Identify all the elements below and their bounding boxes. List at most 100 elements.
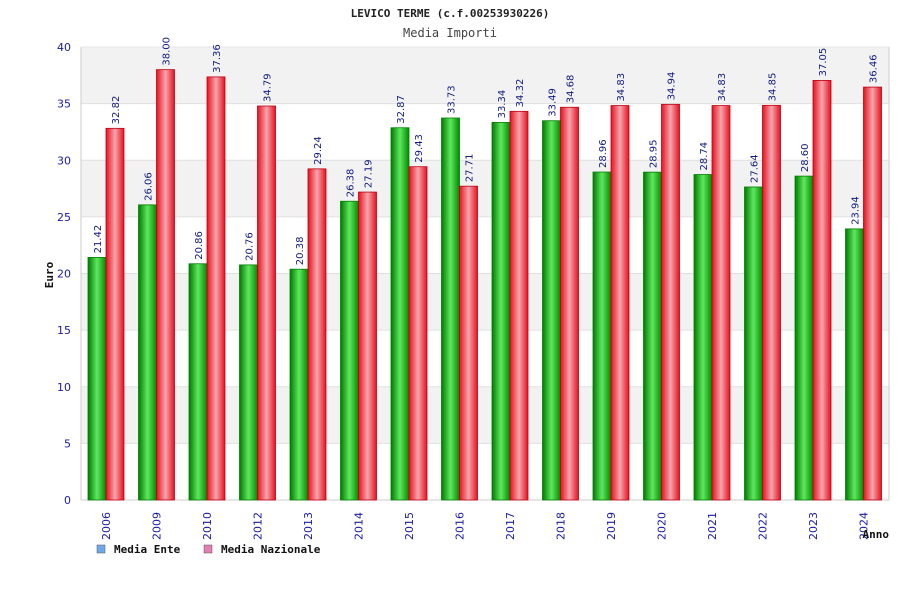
data-label-media-nazionale-2013: 29.24 [313, 136, 324, 165]
bar-media-nazionale-2018 [560, 106, 579, 501]
bar-media-ente-2014 [340, 200, 359, 501]
data-label-media-nazionale-2012: 34.79 [263, 73, 274, 102]
legend-label-media-nazionale: Media Nazionale [221, 543, 321, 556]
data-label-media-nazionale-2023: 37.05 [818, 48, 829, 77]
legend-label-media-ente: Media Ente [114, 543, 181, 556]
x-tick-label-2014: 2014 [353, 512, 366, 540]
x-tick-label-2024: 2024 [858, 512, 871, 540]
x-tick-label-2021: 2021 [706, 512, 719, 540]
y-tick-label: 40 [57, 41, 71, 54]
bar-media-ente-2019 [592, 171, 612, 501]
data-label-media-ente-2023: 28.60 [800, 143, 811, 172]
x-tick-label-2012: 2012 [252, 512, 265, 540]
data-label-media-ente-2020: 28.95 [649, 140, 660, 169]
bar-media-ente-2016 [441, 117, 460, 501]
bar-media-nazionale-2014 [358, 191, 377, 501]
data-label-media-nazionale-2019: 34.83 [616, 73, 627, 102]
data-label-media-ente-2012: 20.76 [245, 232, 256, 261]
bar-media-ente-2009 [138, 204, 157, 501]
data-label-media-nazionale-2014: 27.19 [364, 159, 375, 188]
y-tick-label: 35 [57, 98, 71, 111]
y-tick-label: 15 [57, 324, 71, 337]
bar-media-nazionale-2012 [257, 105, 276, 501]
bar-media-nazionale-2013 [307, 168, 327, 501]
data-label-media-ente-2014: 26.38 [346, 169, 357, 198]
chart-subtitle: Media Importi [403, 26, 497, 40]
data-label-media-ente-2018: 33.49 [548, 88, 559, 117]
x-axis-label: Anno [863, 528, 890, 541]
bar-media-nazionale-2023 [812, 80, 832, 501]
y-tick-label: 30 [57, 154, 71, 167]
y-tick-labels: 0 5 10 15 20 25 30 35 40 [57, 41, 71, 507]
x-tick-label-2022: 2022 [757, 512, 770, 540]
x-tick-label-2010: 2010 [201, 512, 214, 540]
bar-media-ente-2015 [390, 127, 410, 501]
data-label-media-ente-2024: 23.94 [851, 196, 862, 225]
legend: Media Ente Media Nazionale [96, 543, 321, 556]
x-tick-label-2019: 2019 [605, 512, 618, 540]
bar-media-nazionale-2020 [661, 103, 680, 501]
legend-swatch-media-ente [96, 544, 106, 554]
y-tick-label: 20 [57, 268, 71, 281]
data-label-media-nazionale-2018: 34.68 [566, 75, 577, 104]
data-labels: 21.42 32.82 26.06 38.00 20.86 37.36 20.76 34.79… [93, 37, 880, 265]
data-label-media-nazionale-2009: 38.00 [162, 37, 173, 66]
x-tick-label-2013: 2013 [302, 512, 315, 540]
bar-media-nazionale-2009 [156, 69, 175, 501]
x-tick-label-2018: 2018 [555, 512, 568, 540]
data-label-media-ente-2013: 20.38 [295, 237, 306, 266]
y-tick-label: 0 [64, 494, 71, 507]
x-tick-label-2023: 2023 [807, 512, 820, 540]
bar-media-nazionale-2010 [206, 76, 226, 501]
bar-media-ente-2018 [542, 120, 561, 501]
data-label-media-nazionale-2006: 32.82 [111, 96, 122, 125]
y-axis-label: Euro [43, 261, 56, 288]
data-label-media-nazionale-2022: 34.85 [768, 73, 779, 102]
x-tick-labels: 2006 2009 2010 2012 2013 2014 2015 2016 2017 2018… [100, 512, 871, 540]
bars [87, 69, 882, 501]
y-tick-label: 10 [57, 381, 71, 394]
data-label-media-ente-2019: 28.96 [598, 139, 609, 168]
bar-media-nazionale-2015 [408, 166, 428, 501]
data-label-media-nazionale-2016: 27.71 [465, 154, 476, 183]
data-label-media-ente-2015: 32.87 [396, 95, 407, 124]
bar-media-nazionale-2022 [762, 104, 781, 501]
x-tick-label-2016: 2016 [454, 512, 467, 540]
x-tick-label-2006: 2006 [100, 512, 113, 540]
bar-media-ente-2012 [239, 264, 258, 501]
data-label-media-ente-2016: 33.73 [447, 85, 458, 114]
data-label-media-nazionale-2024: 36.46 [869, 54, 880, 83]
bar-media-ente-2023 [794, 175, 814, 501]
x-tick-label-2020: 2020 [656, 512, 669, 540]
data-label-media-nazionale-2015: 29.43 [414, 134, 425, 163]
bar-media-nazionale-2019 [610, 105, 630, 501]
data-label-media-nazionale-2021: 34.83 [717, 73, 728, 102]
bar-media-ente-2022 [744, 186, 763, 501]
bar-media-nazionale-2006 [105, 127, 125, 501]
data-label-media-ente-2009: 26.06 [144, 172, 155, 201]
bar-media-nazionale-2021 [711, 105, 731, 501]
data-label-media-ente-2022: 27.64 [750, 154, 761, 183]
x-tick-label-2009: 2009 [151, 512, 164, 540]
chart-title: LEVICO TERME (c.f.00253930226) [351, 7, 550, 20]
bar-media-ente-2013 [289, 268, 309, 501]
data-label-media-nazionale-2010: 37.36 [212, 44, 223, 73]
bar-media-ente-2024 [845, 228, 864, 501]
bar-media-ente-2006 [87, 257, 107, 501]
bar-media-ente-2021 [693, 174, 713, 501]
bar-media-ente-2020 [643, 171, 662, 501]
bar-media-nazionale-2016 [459, 185, 478, 501]
bar-media-ente-2017 [491, 122, 511, 501]
y-tick-label: 5 [64, 437, 71, 450]
bar-media-nazionale-2024 [863, 86, 882, 501]
bar-media-nazionale-2017 [509, 110, 529, 501]
legend-swatch-media-nazionale [203, 544, 213, 554]
data-label-media-nazionale-2020: 34.94 [667, 72, 678, 101]
data-label-media-ente-2021: 28.74 [699, 142, 710, 171]
data-label-media-nazionale-2017: 34.32 [515, 79, 526, 108]
x-tick-label-2015: 2015 [403, 512, 416, 540]
bar-media-ente-2010 [188, 263, 208, 501]
data-label-media-ente-2010: 20.86 [194, 231, 205, 260]
data-label-media-ente-2017: 33.34 [497, 90, 508, 119]
